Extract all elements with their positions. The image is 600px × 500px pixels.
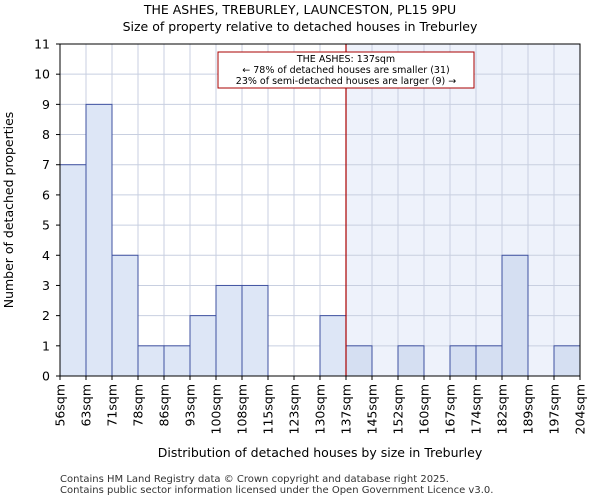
plot-frame xyxy=(59,43,581,377)
y-tick-label: 8 xyxy=(42,127,50,142)
bar-137sqm xyxy=(345,345,373,377)
x-tick-label: 86sqm xyxy=(157,384,172,427)
y-tick-label: 9 xyxy=(42,97,50,112)
x-tick-label: 108sqm xyxy=(235,384,250,434)
bar-130sqm xyxy=(319,315,347,377)
bar-100sqm xyxy=(215,284,243,377)
x-tick-label: 123sqm xyxy=(287,384,302,434)
y-axis-label: Number of detached properties xyxy=(1,112,16,309)
bar-108sqm xyxy=(241,284,269,377)
x-tick-label: 167sqm xyxy=(443,384,458,434)
annotation-line-3: 23% of semi-detached houses are larger (… xyxy=(236,76,456,87)
x-tick-label: 189sqm xyxy=(521,384,536,434)
x-axis-label: Distribution of detached houses by size … xyxy=(158,445,483,460)
x-tick-label: 71sqm xyxy=(105,384,120,427)
highlight-region xyxy=(346,44,580,376)
x-tick-label: 63sqm xyxy=(79,384,94,427)
bar-152sqm xyxy=(397,345,425,377)
bar-197sqm xyxy=(553,345,581,377)
x-tick-label: 145sqm xyxy=(365,384,380,434)
x-tick-label: 137sqm xyxy=(339,384,354,434)
x-tick-label: 56sqm xyxy=(53,384,68,427)
bar-56sqm xyxy=(59,164,87,377)
chart-subtitle: Size of property relative to detached ho… xyxy=(122,19,478,34)
y-tick-label: 3 xyxy=(42,278,50,293)
x-tick-label: 197sqm xyxy=(547,384,562,434)
chart-title: THE ASHES, TREBURLEY, LAUNCESTON, PL15 9… xyxy=(143,2,457,17)
x-tick-label: 130sqm xyxy=(313,384,328,434)
bar-71sqm xyxy=(111,254,139,377)
y-tick-label: 2 xyxy=(42,308,50,323)
x-tick-label: 152sqm xyxy=(391,384,406,434)
y-tick-label: 5 xyxy=(42,218,50,233)
y-tick-label: 6 xyxy=(42,187,50,202)
x-tick-label: 160sqm xyxy=(417,384,432,434)
bar-63sqm xyxy=(85,103,113,377)
footer-licence: Contains public sector information licen… xyxy=(60,485,494,496)
y-tick-label: 4 xyxy=(42,248,50,263)
x-tick-label: 174sqm xyxy=(469,384,484,434)
bar-78sqm xyxy=(137,345,165,377)
x-tick-label: 115sqm xyxy=(261,384,276,434)
bar-182sqm xyxy=(501,254,529,377)
y-tick-label: 7 xyxy=(42,157,50,172)
y-tick-label: 10 xyxy=(34,67,50,82)
x-axis-ticks: 56sqm 63sqm 71sqm 78sqm 86sqm 93sqm 100sqm 108s… xyxy=(53,376,588,434)
bar-93sqm xyxy=(189,315,217,377)
annotation-line-2: ← 78% of detached houses are smaller (31… xyxy=(242,65,449,76)
x-tick-label: 93sqm xyxy=(183,384,198,427)
y-axis-ticks: 0 1 2 3 4 5 6 7 8 9 10 11 xyxy=(34,37,60,384)
x-tick-label: 78sqm xyxy=(131,384,146,427)
y-tick-label: 1 xyxy=(42,338,50,353)
marker-annotation: THE ASHES: 137sqm ← 78% of detached hous… xyxy=(217,51,475,89)
annotation-line-1: THE ASHES: 137sqm xyxy=(296,54,395,65)
annotation-box xyxy=(217,51,475,89)
x-tick-label: 182sqm xyxy=(495,384,510,434)
bar-86sqm xyxy=(163,345,191,377)
y-tick-label: 11 xyxy=(34,37,50,52)
bar-174sqm xyxy=(475,345,503,377)
x-tick-label: 204sqm xyxy=(573,384,588,434)
bar-167sqm xyxy=(449,345,477,377)
y-tick-label: 0 xyxy=(42,369,50,384)
x-tick-label: 100sqm xyxy=(209,384,224,434)
footer-copyright: Contains HM Land Registry data © Crown c… xyxy=(60,474,449,485)
